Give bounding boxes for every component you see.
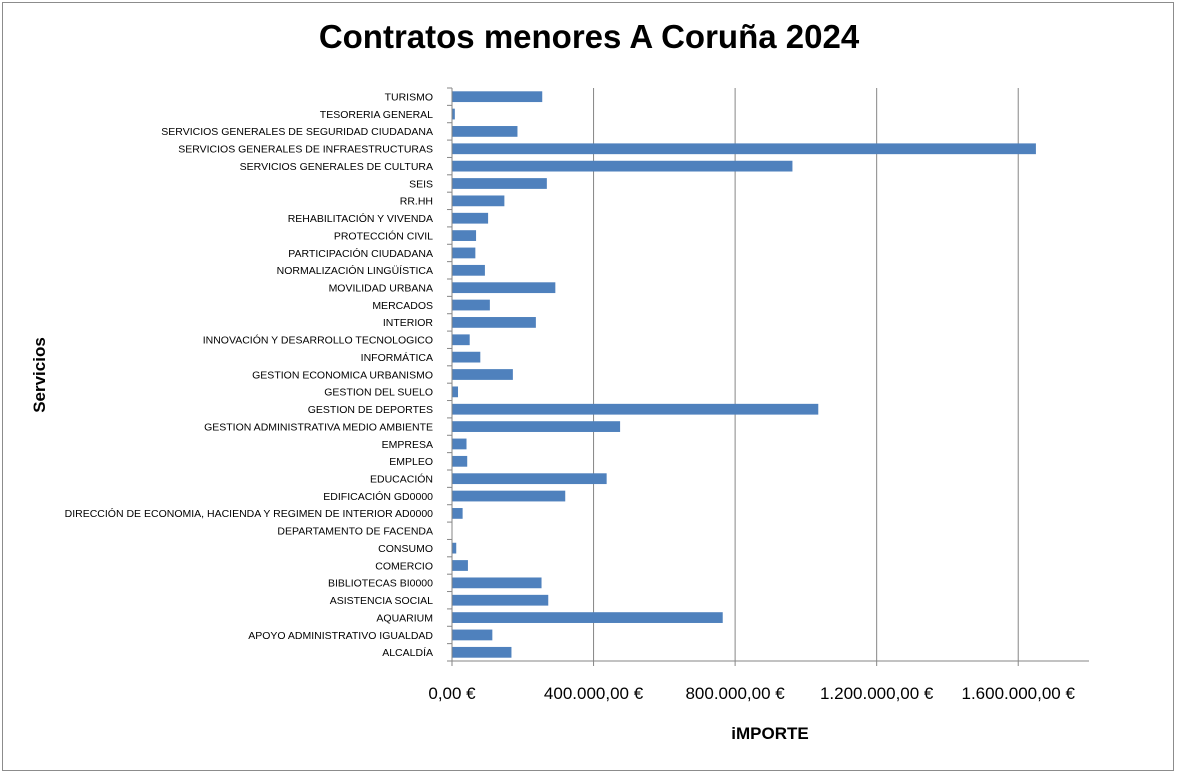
category-label: ASISTENCIA SOCIAL [330, 595, 433, 607]
category-label: PARTICIPACIÓN CIUDADANA [288, 247, 433, 260]
category-label: EMPLEO [389, 456, 433, 468]
category-label: SEIS [409, 178, 433, 190]
bar [452, 542, 457, 554]
x-tick-label: 0,00 € [428, 684, 476, 703]
bar [452, 108, 455, 120]
x-tick-label: 400.000,00 € [544, 684, 644, 703]
bar [452, 299, 490, 311]
category-label: CONSUMO [378, 543, 433, 555]
x-tick-label: 1.600.000,00 € [961, 684, 1075, 703]
category-label: PROTECCIÓN CIVIL [334, 229, 433, 242]
category-label: MOVILIDAD URBANA [329, 282, 433, 294]
category-label: SERVICIOS GENERALES DE INFRAESTRUCTURAS [178, 144, 433, 156]
bar [452, 247, 476, 259]
category-label: REHABILITACIÓN Y VIVENDA [288, 212, 433, 225]
x-tick-label: 1.200.000,00 € [820, 684, 934, 703]
category-label: TESORERIA GENERAL [320, 109, 433, 121]
bar [452, 421, 621, 432]
category-label: GESTION ECONOMICA URBANISMO [252, 369, 433, 381]
category-label: MERCADOS [372, 300, 433, 312]
bar [452, 403, 819, 415]
bar [452, 195, 505, 207]
x-axis-label: iMPORTE [731, 724, 809, 743]
category-label: DIRECCIÓN DE ECONOMIA, HACIENDA Y REGIME… [65, 507, 434, 520]
category-label: AQUARIUM [376, 612, 433, 624]
bar [452, 264, 485, 276]
category-label: EDUCACIÓN [370, 472, 433, 485]
bar [452, 143, 1036, 155]
category-label: SERVICIOS GENERALES DE CULTURA [240, 161, 433, 173]
bar [452, 212, 489, 224]
category-label: TURISMO [385, 91, 433, 103]
category-label: APOYO ADMINISTRATIVO IGUALDAD [248, 630, 433, 642]
x-tick-label: 800.000,00 € [685, 684, 785, 703]
bar [452, 230, 477, 241]
bar [452, 386, 459, 398]
bar [452, 369, 513, 380]
bar [452, 646, 512, 658]
bar [452, 577, 542, 589]
bar [452, 473, 607, 485]
bar [452, 455, 468, 467]
category-label: INNOVACIÓN Y DESARROLLO TECNOLOGICO [203, 334, 433, 347]
bar [452, 334, 470, 346]
category-label: EDIFICACIÓN GD0000 [323, 490, 433, 503]
category-label: GESTION DEL SUELO [324, 387, 433, 399]
chart-title: Contratos menores A Coruña 2024 [318, 18, 860, 55]
category-label: GESTION DE DEPORTES [308, 404, 433, 416]
bar [452, 560, 468, 571]
category-label: SERVICIOS GENERALES DE SEGURIDAD CIUDADA… [161, 126, 433, 138]
category-label: EMPRESA [382, 439, 433, 451]
bar [452, 126, 518, 137]
bars [452, 91, 1036, 658]
category-label: DEPARTAMENTO DE FACENDA [277, 526, 433, 538]
bar [452, 612, 723, 623]
bar [452, 629, 493, 641]
bar [452, 282, 556, 294]
category-label: RR.HH [400, 196, 433, 208]
category-label: COMERCIO [375, 560, 433, 572]
axes [447, 87, 1089, 666]
bar [452, 594, 549, 606]
category-label: GESTION ADMINISTRATIVA MEDIO AMBIENTE [204, 421, 433, 433]
bar [452, 351, 481, 363]
category-label: NORMALIZACIÓN LINGÜÍSTICA [277, 264, 433, 277]
bar [452, 178, 547, 189]
category-label: INFORMÁTICA [361, 351, 433, 364]
category-label: BIBLIOTECAS BI0000 [328, 578, 433, 590]
bar [452, 317, 536, 328]
bar [452, 160, 793, 172]
bar [452, 490, 566, 502]
tick-labels: 0,00 € 400.000,00 € 800.000,00 € 1.200.000,… [428, 684, 1075, 703]
bar [452, 508, 463, 519]
category-labels: TURISMO TESORERIA GENERAL SERVICIOS GENERA… [65, 91, 434, 659]
category-label: INTERIOR [383, 317, 434, 329]
bar [452, 438, 467, 450]
bar [452, 91, 543, 103]
category-label: ALCALDÍA [382, 646, 433, 659]
gridlines [593, 88, 1019, 661]
